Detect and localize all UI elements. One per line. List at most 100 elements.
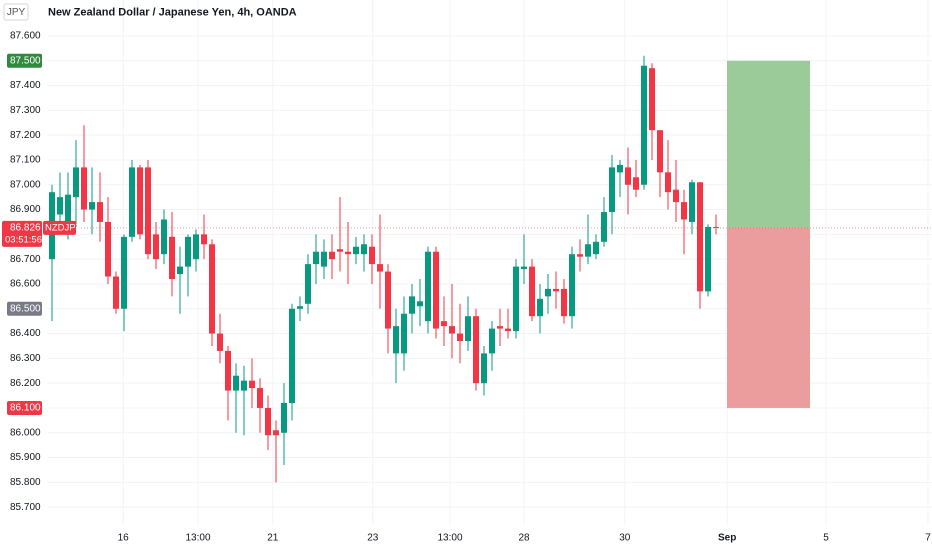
candle-body <box>577 254 583 257</box>
level-box <box>7 301 42 316</box>
x-tick-label: 7 <box>925 533 931 544</box>
last-price-label: 86.826 <box>10 223 41 234</box>
candle-body <box>417 301 423 307</box>
candle-body <box>169 236 175 279</box>
candle-body <box>465 316 471 341</box>
y-tick-label: 87.000 <box>10 179 41 190</box>
candle-body <box>497 326 503 329</box>
candle-body <box>281 402 287 433</box>
countdown: 03:51:56 <box>5 234 42 245</box>
candle-body <box>553 288 559 292</box>
candle-body <box>513 266 519 332</box>
candle-body <box>697 182 703 292</box>
candle-body <box>201 234 207 245</box>
candle-body <box>473 316 479 384</box>
candle-body <box>353 246 359 255</box>
candle-body <box>209 244 215 334</box>
candle-body <box>481 353 487 384</box>
candle-body <box>433 251 439 329</box>
candle-body <box>129 167 135 237</box>
level-label: 87.500 <box>10 55 41 66</box>
y-tick-label: 85.900 <box>10 452 41 463</box>
candle-body <box>705 226 711 292</box>
y-tick-label: 86.900 <box>10 204 41 215</box>
candle-body <box>609 167 615 213</box>
candle-body <box>177 266 183 275</box>
y-tick-label: 87.600 <box>10 31 41 42</box>
level-label: 86.100 <box>10 403 41 414</box>
candle-body <box>89 202 95 210</box>
candle-body <box>105 221 111 277</box>
candle-body <box>593 241 599 255</box>
candle-body <box>401 313 407 354</box>
candle-body <box>625 167 631 185</box>
x-tick-label: 16 <box>118 533 130 544</box>
y-tick-label: 86.600 <box>10 279 41 290</box>
candle-body <box>185 236 191 267</box>
y-tick-label: 87.200 <box>10 130 41 141</box>
x-tick-label: 13:00 <box>185 533 210 544</box>
symbol-label: NZDJPY <box>45 222 83 233</box>
x-tick-label: 23 <box>367 533 379 544</box>
candle-body <box>441 321 447 327</box>
y-tick-label: 86.200 <box>10 378 41 389</box>
candle-body <box>321 251 327 267</box>
x-tick-label: 5 <box>823 533 829 544</box>
candle-body <box>489 328 495 354</box>
candle-body <box>113 276 119 309</box>
candle-body <box>265 407 271 436</box>
x-tick-label: 28 <box>518 533 530 544</box>
candle-body <box>57 197 63 215</box>
level-box <box>7 53 42 68</box>
x-tick-label: 21 <box>267 533 279 544</box>
candle-body <box>289 308 295 403</box>
candle-body <box>153 234 159 260</box>
candle-body <box>657 130 663 173</box>
y-tick-label: 85.700 <box>10 502 41 513</box>
position-zone[interactable] <box>727 60 810 228</box>
candle-body <box>641 65 647 185</box>
candle-body <box>337 249 343 252</box>
candle-body <box>369 246 375 265</box>
candle-body <box>425 251 431 322</box>
axis: 16 13:00 21 23 13:00 28 30 Sep 5 7 87.600 87.500 87.… <box>2 31 931 544</box>
currency[interactable]: JPY <box>7 7 26 18</box>
candle-body <box>377 264 383 272</box>
candle-body <box>673 189 679 203</box>
candle-body <box>601 212 607 242</box>
y-tick-label: 86.400 <box>10 328 41 339</box>
y-tick-label: 86.000 <box>10 427 41 438</box>
candle-body <box>137 167 143 235</box>
symbol-box <box>43 220 76 235</box>
candle-body <box>545 288 551 297</box>
x-tick-label: 13:00 <box>437 533 462 544</box>
currency-box[interactable] <box>3 3 29 21</box>
candle-body <box>345 251 351 255</box>
candle-body <box>225 350 231 391</box>
candle-body <box>305 264 311 304</box>
candle-body <box>313 251 319 265</box>
candle-body <box>561 288 567 317</box>
candle-body <box>617 164 623 173</box>
candle-body <box>361 244 367 255</box>
candle-body <box>457 333 463 341</box>
candle-body <box>161 219 167 255</box>
candle-body <box>585 244 591 257</box>
candle-body <box>97 202 103 222</box>
candle-body <box>233 375 239 391</box>
position-zone[interactable] <box>727 227 810 408</box>
candle-body <box>273 430 279 436</box>
x-tick-label: Sep <box>718 533 736 544</box>
candle-body <box>505 328 511 332</box>
candle-body <box>73 167 79 198</box>
y-tick-label: 85.800 <box>10 477 41 488</box>
candle-body <box>249 380 255 389</box>
candle-body <box>713 226 719 228</box>
candle-body <box>297 306 303 309</box>
y-tick-label: 86.300 <box>10 353 41 364</box>
candle-body <box>385 271 391 329</box>
candle-body <box>193 234 199 260</box>
y-tick-label: 87.400 <box>10 80 41 91</box>
last-price-box <box>2 220 42 247</box>
